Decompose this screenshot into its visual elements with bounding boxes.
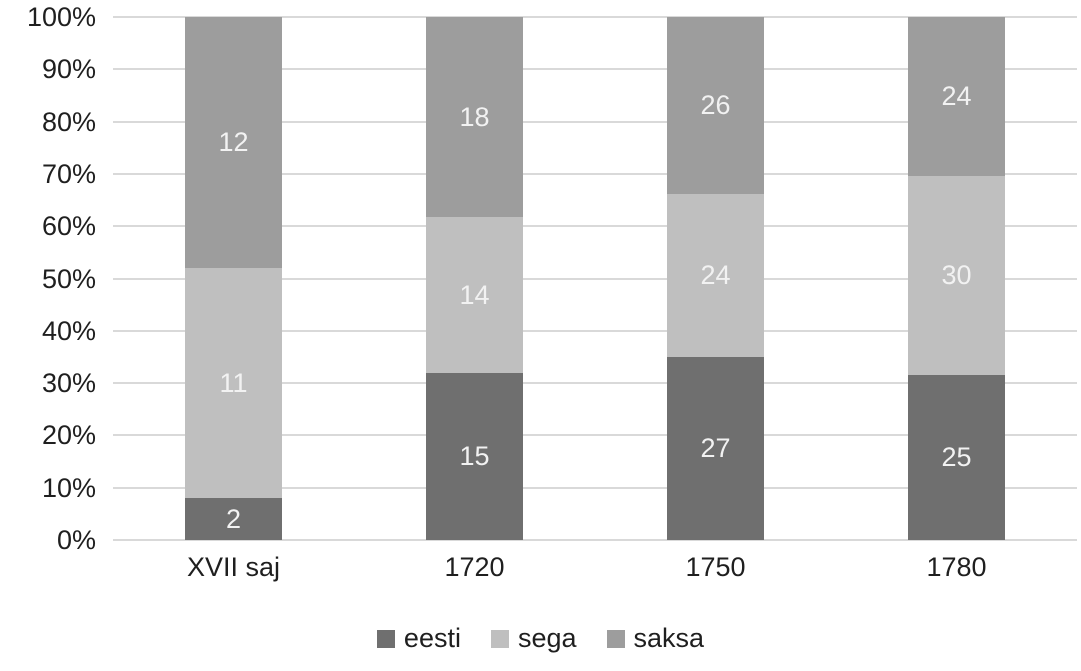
x-axis-category-label: 1750 [685, 552, 746, 582]
gridline [113, 120, 1077, 123]
segment-sega[interactable]: 11 [185, 268, 282, 499]
gridline [113, 539, 1077, 541]
segment-eesti[interactable]: 2 [185, 498, 282, 540]
stacked-bar[interactable]: 25 30 24 [908, 17, 1005, 540]
y-axis-tick-label: 50% [41, 263, 96, 294]
data-label: 27 [700, 432, 731, 463]
segment-sega[interactable]: 30 [908, 175, 1005, 375]
segment-saksa[interactable]: 18 [426, 17, 523, 218]
x-axis-category-label: XVII saj [186, 552, 281, 582]
data-label: 2 [225, 503, 242, 534]
y-axis-tick-label: 100% [26, 2, 96, 32]
bar-slot-1720: 15 14 18 [354, 17, 595, 540]
y-axis: 100% 90% 80% 70% 60% 50% 40% 30% 20% 10% 0% [0, 4, 96, 554]
y-axis-tick-label: 10% [41, 472, 96, 503]
y-axis-tick-label: 20% [41, 420, 96, 451]
segment-eesti[interactable]: 15 [426, 373, 523, 540]
x-axis: XVII saj 1720 1750 1780 [113, 552, 1077, 583]
legend-item-eesti[interactable]: eesti [376, 623, 461, 654]
segment-saksa[interactable]: 24 [908, 17, 1005, 176]
gridline [113, 486, 1077, 489]
x-axis-category-label: 1780 [926, 552, 987, 582]
data-label: 18 [459, 101, 490, 132]
gridline [113, 382, 1077, 385]
legend-swatch-icon [606, 629, 625, 648]
segment-sega[interactable]: 24 [667, 193, 764, 357]
legend-item-saksa[interactable]: saksa [606, 623, 705, 654]
bar-slot-1750: 27 24 26 [595, 17, 836, 540]
legend: eesti sega saksa [0, 623, 1081, 654]
legend-swatch-icon [490, 629, 509, 648]
stacked-bar[interactable]: 2 11 12 [185, 17, 282, 540]
data-label: 12 [218, 127, 249, 158]
legend-label: sega [517, 623, 577, 653]
gridline [113, 277, 1077, 280]
segment-eesti[interactable]: 27 [667, 356, 764, 540]
x-axis-category-label: 1720 [444, 552, 505, 582]
y-axis-tick-label: 70% [41, 158, 96, 189]
gridline [113, 172, 1077, 175]
data-label: 24 [700, 259, 731, 290]
gridline [113, 68, 1077, 71]
gridline [113, 434, 1077, 437]
data-label: 14 [459, 279, 490, 310]
stacked-bar[interactable]: 15 14 18 [426, 17, 523, 540]
segment-sega[interactable]: 14 [426, 217, 523, 374]
segment-eesti[interactable]: 25 [908, 374, 1005, 540]
data-label: 11 [219, 367, 248, 398]
legend-label: eesti [403, 623, 461, 653]
plot-area: 2 11 12 15 14 18 27 24 26 25 30 24 [113, 16, 1077, 541]
data-label: 26 [700, 89, 731, 120]
segment-saksa[interactable]: 26 [667, 17, 764, 194]
stacked-bar[interactable]: 27 24 26 [667, 17, 764, 540]
y-axis-tick-label: 30% [41, 368, 96, 399]
legend-item-sega[interactable]: sega [490, 623, 577, 654]
y-axis-tick-label: 0% [56, 525, 96, 555]
data-label: 15 [459, 441, 490, 472]
legend-swatch-icon [376, 629, 395, 648]
y-axis-tick-label: 60% [41, 211, 96, 242]
bar-slot-1780: 25 30 24 [836, 17, 1077, 540]
data-label: 30 [941, 259, 972, 290]
y-axis-tick-label: 40% [41, 315, 96, 346]
segment-saksa[interactable]: 12 [185, 17, 282, 269]
y-axis-tick-label: 80% [41, 106, 96, 137]
y-axis-tick-label: 90% [41, 54, 96, 85]
gridline [113, 329, 1077, 332]
gridline [113, 225, 1077, 228]
gridline [113, 16, 1077, 18]
bar-slot-xvii-saj: 2 11 12 [113, 17, 354, 540]
data-label: 25 [941, 441, 972, 472]
legend-label: saksa [633, 623, 705, 653]
data-label: 24 [941, 80, 972, 111]
bars-row: 2 11 12 15 14 18 27 24 26 25 30 24 [113, 17, 1077, 540]
